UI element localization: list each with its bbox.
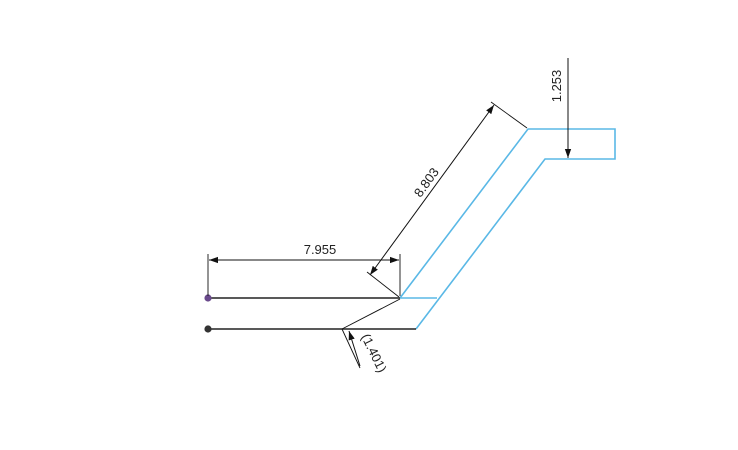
dim-d-extension-top xyxy=(490,101,528,129)
dim-r-extension-a xyxy=(341,298,401,330)
dimension-horizontal[interactable]: 7.955 xyxy=(207,242,401,296)
dimension-vertical[interactable]: 1.253 xyxy=(549,58,572,158)
endpoint-bottom-dot[interactable] xyxy=(204,325,212,333)
dim-r-extension-b xyxy=(341,328,361,369)
dim-d-line xyxy=(369,104,495,276)
dimension-reference[interactable]: (1.401) xyxy=(341,298,401,375)
dim-h-label[interactable]: 7.955 xyxy=(304,242,337,257)
endpoint-top-dot[interactable] xyxy=(204,294,212,302)
dimension-diagonal[interactable]: 8.803 xyxy=(366,101,528,298)
dim-r-line xyxy=(348,330,361,367)
dim-v-label[interactable]: 1.253 xyxy=(549,70,564,103)
wire-lines[interactable] xyxy=(204,294,416,333)
profile-upper-edge[interactable] xyxy=(399,128,616,330)
dim-r-label[interactable]: (1.401) xyxy=(358,331,390,375)
dim-d-extension-bottom xyxy=(366,271,400,298)
profile-outline[interactable] xyxy=(399,128,616,330)
